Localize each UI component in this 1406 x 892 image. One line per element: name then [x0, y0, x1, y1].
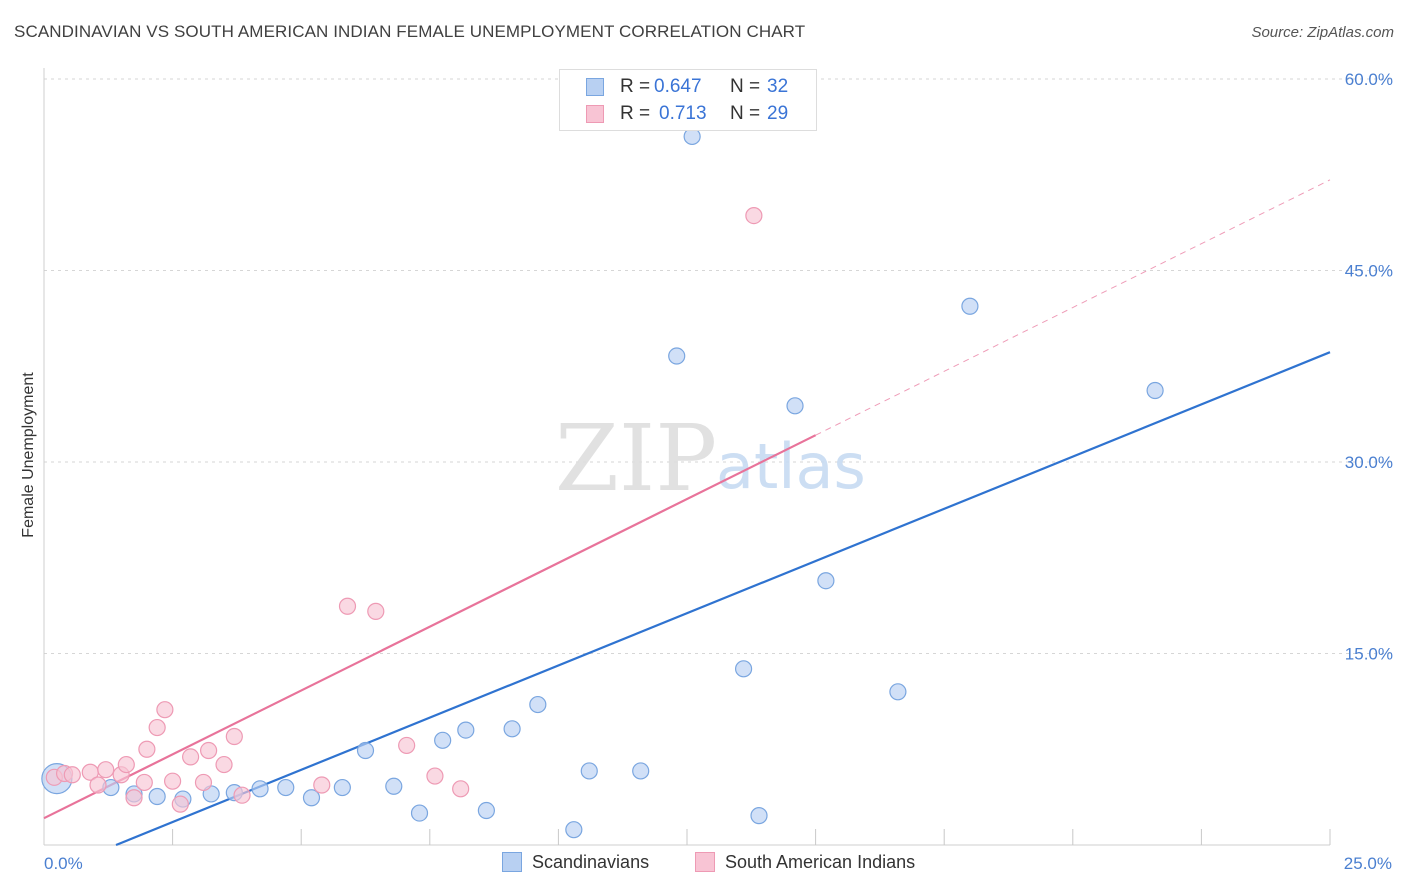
watermark: ZIP atlas	[555, 405, 866, 512]
south-american-indian-point	[97, 761, 115, 779]
south-american-indian-point	[125, 789, 143, 807]
south-american-indian-point	[89, 776, 107, 794]
watermark-zip: ZIP	[555, 405, 717, 512]
y-tick-labels: 15.0% 30.0% 45.0% 60.0%	[1345, 70, 1393, 664]
scandinavian-point	[302, 789, 321, 807]
data-points	[41, 127, 1164, 839]
bottom-swatch-blue	[502, 852, 522, 872]
south-american-indian-trend-extension	[815, 179, 1331, 436]
south-american-indian-point	[233, 786, 251, 804]
scandinavian-point	[410, 804, 429, 822]
y-tick-label: 30.0%	[1345, 453, 1393, 472]
watermark-atlas: atlas	[716, 430, 866, 503]
scandinavian-point	[457, 721, 475, 739]
south-american-indian-point	[338, 597, 357, 615]
south-american-indian-point	[117, 755, 135, 774]
scandinavian-point	[251, 780, 269, 798]
south-american-indian-point	[148, 718, 166, 737]
y-axis-label: Female Unemployment	[20, 372, 37, 538]
scandinavian-point	[786, 397, 804, 415]
scandinavian-point	[632, 762, 650, 780]
y-tick-label: 60.0%	[1345, 70, 1393, 89]
legend-r-label: R =	[620, 103, 651, 124]
scandinavian-point	[477, 801, 495, 820]
south-american-indian-point	[200, 741, 218, 760]
south-american-indian-point	[182, 748, 200, 766]
scandinavian-point	[668, 347, 686, 365]
south-american-indian-trend-line	[43, 434, 817, 820]
legend-n-label: N =	[730, 76, 761, 97]
south-american-indian-point	[215, 755, 233, 774]
x-tick-max: 25.0%	[1344, 854, 1392, 873]
bottom-legend-label-2: South American Indians	[725, 852, 916, 872]
legend-r-value: 0.713	[659, 103, 707, 124]
scandinavian-point	[277, 778, 295, 797]
scandinavian-point	[148, 787, 166, 806]
correlation-legend: R = 0.647 N = 32 R = 0.713 N = 29	[559, 69, 817, 131]
scandinavian-point	[356, 741, 375, 760]
legend-swatch-blue	[586, 78, 604, 96]
y-tick-label: 15.0%	[1345, 645, 1393, 664]
bottom-swatch-pink	[695, 852, 715, 872]
scandinavian-point	[1146, 381, 1164, 400]
scandinavian-point	[734, 660, 753, 678]
bottom-legend-label-1: Scandinavians	[532, 852, 650, 872]
scandinavian-point	[529, 695, 547, 714]
bottom-legend-scandinavians: Scandinavians	[502, 852, 649, 873]
grid-lines	[44, 78, 1393, 654]
legend-r-value: 0.647	[654, 76, 702, 97]
scandinavian-point	[817, 572, 835, 590]
south-american-indian-point	[135, 773, 153, 792]
scandinavian-point	[889, 683, 907, 701]
scandinavian-point	[580, 762, 598, 780]
south-american-indian-point	[171, 795, 189, 813]
legend-n-value: 32	[767, 76, 789, 97]
legend-r-label: R =	[620, 76, 651, 97]
scandinavian-point	[333, 778, 351, 797]
south-american-indian-point	[398, 736, 416, 755]
y-tick-label: 45.0%	[1345, 262, 1393, 281]
legend-n-label: N =	[730, 103, 761, 124]
axes	[43, 68, 1331, 846]
scandinavian-point	[961, 297, 979, 315]
bottom-legend-south-american-indians: South American Indians	[695, 852, 915, 873]
scandinavian-point	[750, 807, 768, 825]
source-label: Source: ZipAtlas.com	[1251, 24, 1394, 41]
south-american-indian-point	[63, 766, 81, 784]
south-american-indian-point	[313, 776, 331, 794]
south-american-indian-point	[452, 780, 470, 798]
scandinavian-point	[385, 777, 403, 795]
south-american-indian-point	[745, 207, 763, 225]
south-american-indian-point	[156, 701, 174, 719]
south-american-indian-point	[164, 772, 182, 790]
scandinavian-trend-line	[115, 351, 1331, 847]
trend-lines	[43, 179, 1331, 847]
south-american-indian-point	[225, 727, 243, 746]
chart-title: SCANDINAVIAN VS SOUTH AMERICAN INDIAN FE…	[14, 22, 806, 41]
south-american-indian-point	[194, 773, 213, 792]
scandinavian-point	[503, 720, 521, 738]
legend-swatch-pink	[586, 105, 604, 123]
scandinavian-point	[565, 821, 583, 839]
south-american-indian-point	[138, 740, 156, 758]
legend-n-value: 29	[767, 103, 789, 124]
x-tick-min: 0.0%	[44, 854, 83, 873]
south-american-indian-point	[367, 602, 385, 620]
scandinavian-point	[434, 731, 452, 749]
south-american-indian-point	[426, 767, 444, 785]
